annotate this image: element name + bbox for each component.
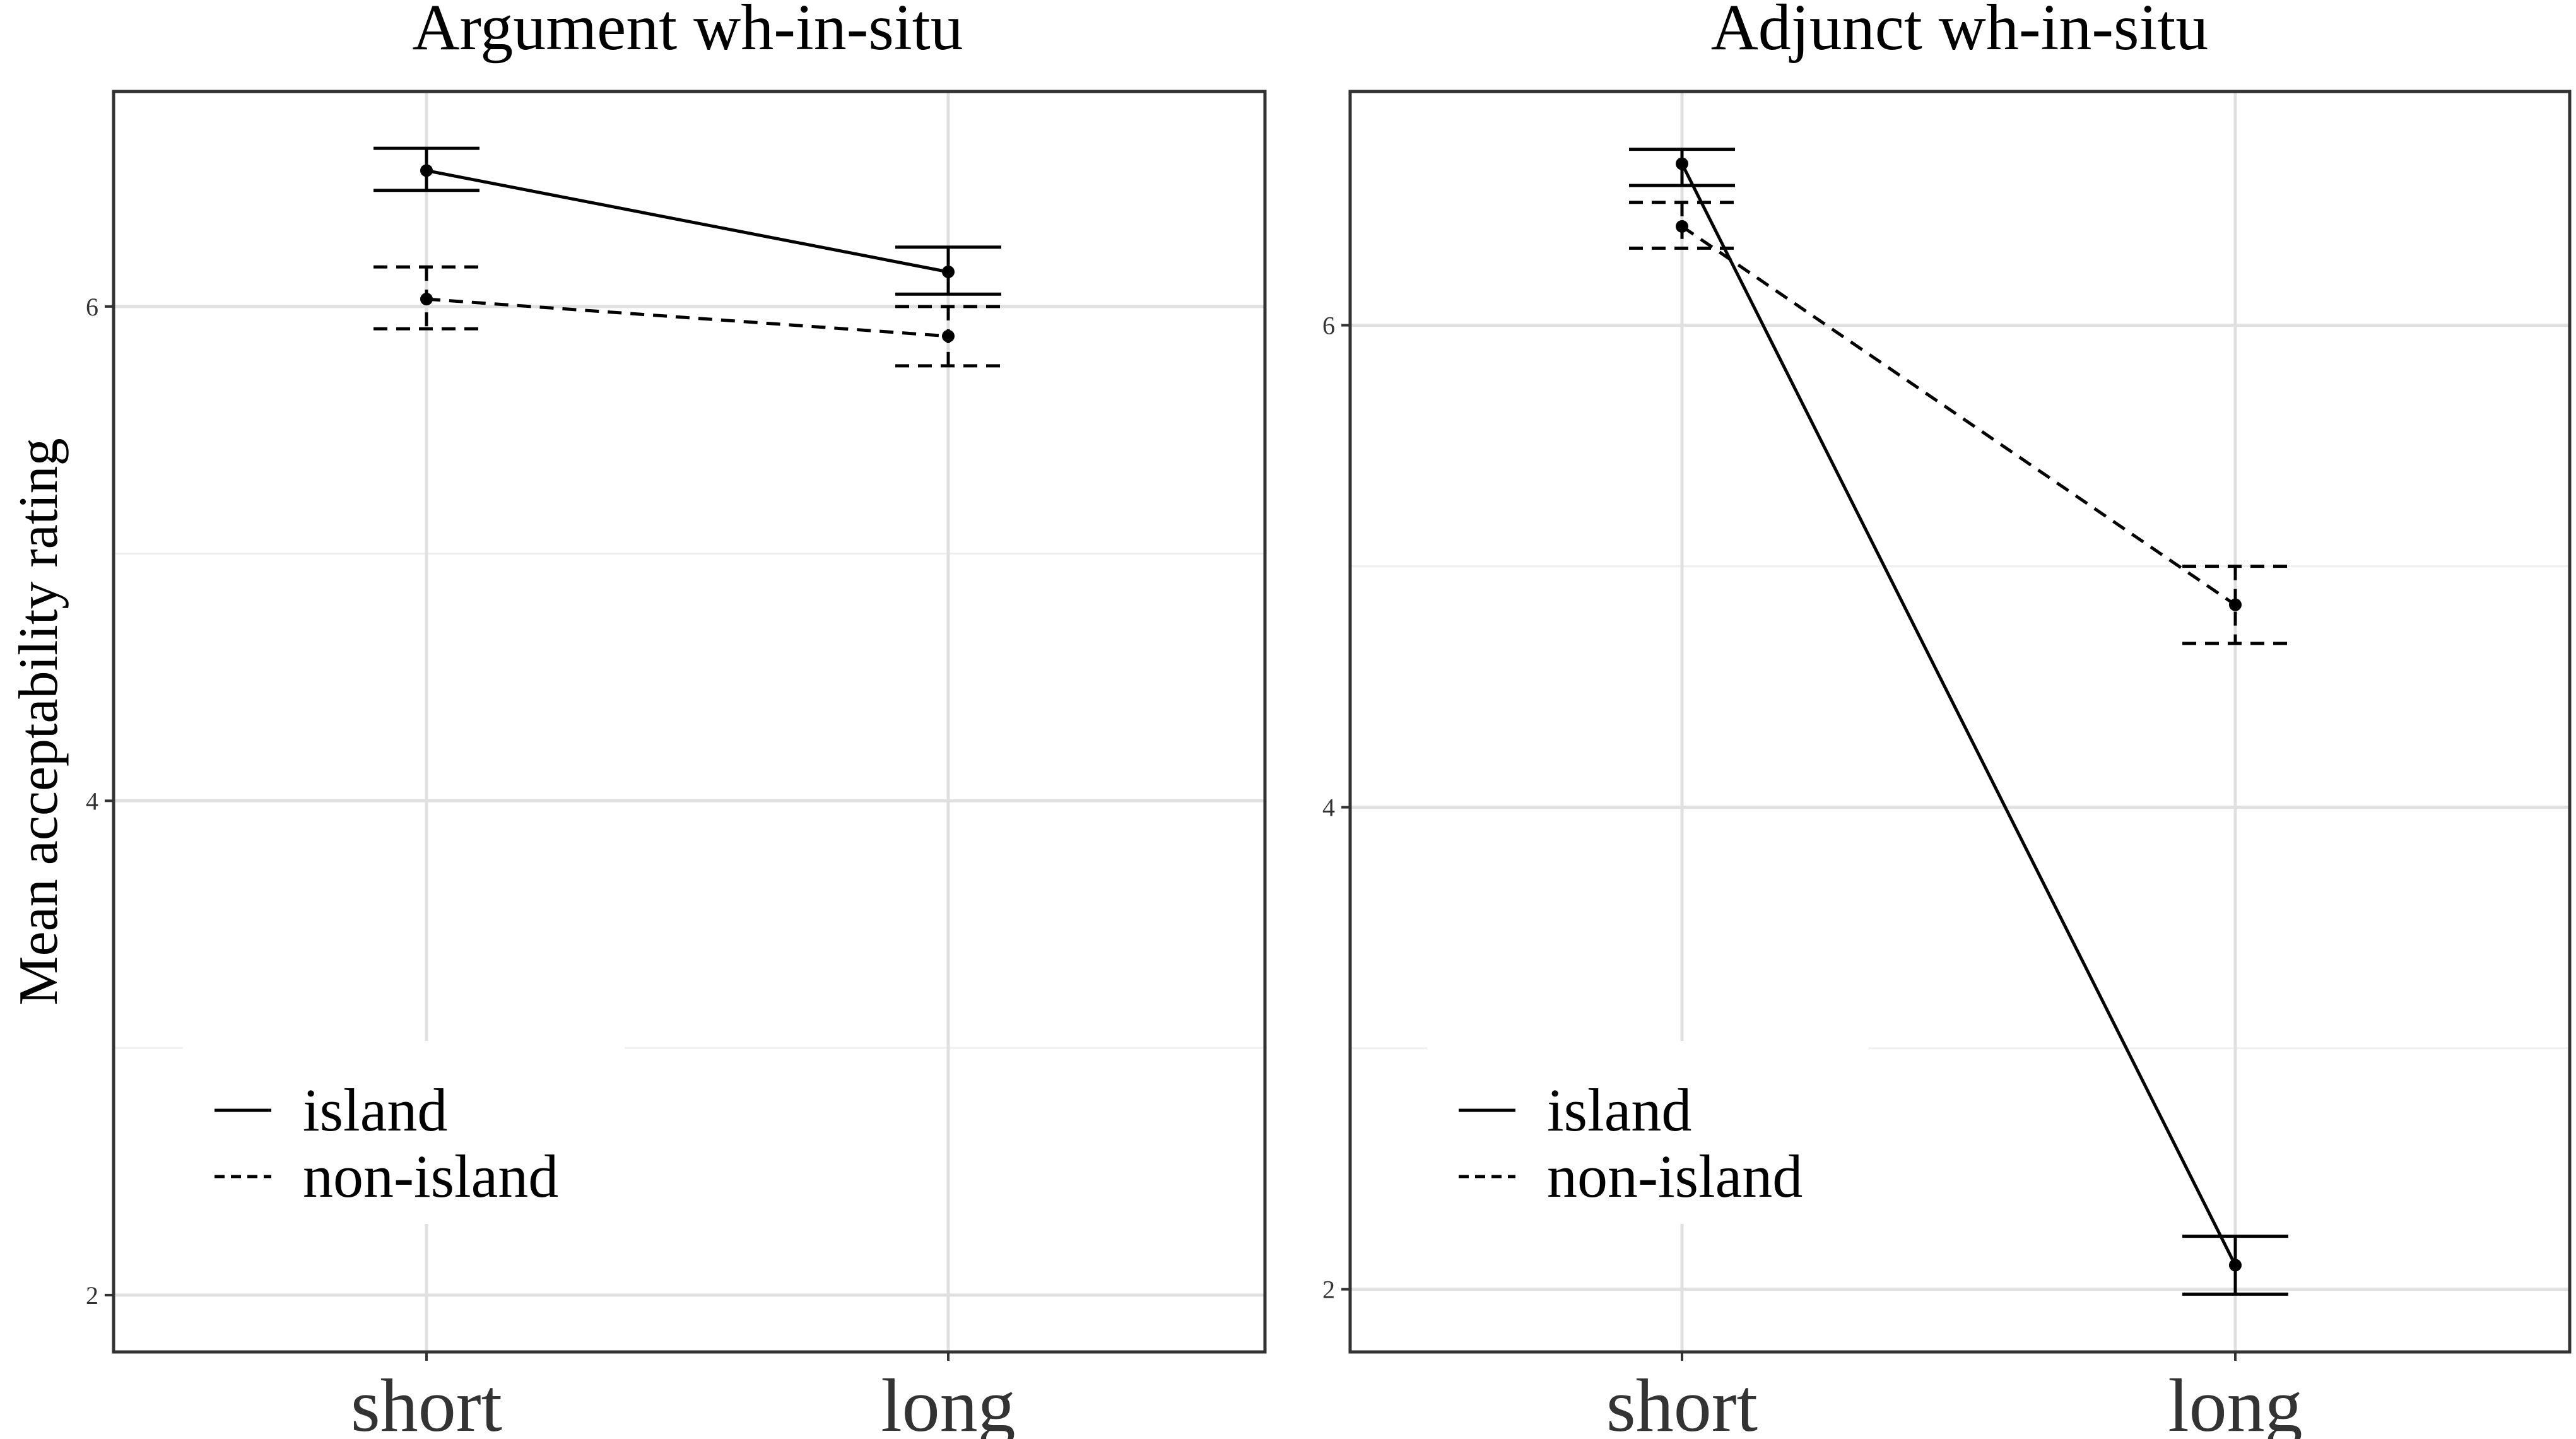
legend-label-island: island — [303, 1076, 447, 1144]
series-line-non-island — [1681, 225, 2237, 606]
x-tick-label: long — [2168, 1363, 2302, 1439]
series-line-island — [426, 168, 949, 274]
legend-label-non-island: non-island — [1547, 1142, 1803, 1210]
data-point-non-island — [2229, 598, 2242, 611]
data-point-non-island — [420, 293, 433, 306]
y-tick-label: 6 — [86, 293, 98, 321]
panel-border — [1348, 90, 2572, 1354]
data-point-non-island — [1676, 220, 1688, 233]
panel-title: Adjunct wh-in-situ — [1711, 0, 2209, 64]
y-tick-label: 2 — [86, 1281, 98, 1310]
y-tick-label: 4 — [1322, 794, 1335, 822]
y-tick-label: 4 — [86, 787, 98, 815]
y-tick-label: 6 — [1322, 312, 1335, 340]
panel-title: Argument wh-in-situ — [412, 0, 963, 64]
panel-border — [112, 90, 1267, 1354]
data-point-island — [1676, 157, 1688, 170]
legend-background — [183, 1041, 625, 1224]
series-line-island — [1680, 163, 2237, 1266]
x-tick-label: short — [1606, 1363, 1758, 1439]
legend-label-non-island: non-island — [303, 1142, 558, 1210]
y-tick-label: 2 — [1322, 1276, 1335, 1304]
x-tick-label: short — [351, 1363, 502, 1439]
data-point-island — [942, 265, 955, 278]
legend-label-island: island — [1547, 1076, 1691, 1144]
data-point-island — [2229, 1259, 2242, 1272]
y-axis-label: Mean acceptability rating — [8, 438, 69, 1005]
data-point-island — [420, 164, 433, 177]
series-line-non-island — [426, 297, 949, 338]
x-tick-label: long — [881, 1363, 1015, 1439]
data-point-non-island — [942, 329, 955, 343]
legend-background — [1427, 1041, 1869, 1224]
